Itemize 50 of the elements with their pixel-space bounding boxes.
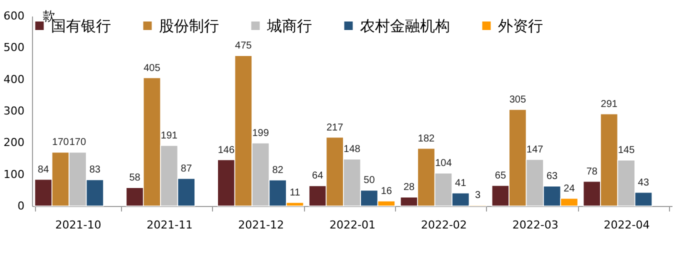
data-label: 3 [475, 190, 482, 202]
legend-label: 城商行 [266, 16, 312, 35]
data-label: 78 [586, 166, 598, 178]
y-tick-label: 400 [4, 72, 24, 86]
data-label: 147 [526, 144, 544, 156]
x-tick-label: 2022-03 [512, 218, 558, 232]
x-tick-label: 2022-04 [604, 218, 650, 232]
data-label: 170 [52, 137, 70, 148]
data-label: 24 [564, 183, 576, 194]
data-label: 146 [218, 144, 235, 156]
data-label: 65 [494, 170, 506, 182]
data-label: 199 [252, 128, 270, 139]
data-label: 84 [38, 164, 50, 176]
data-label: 87 [180, 163, 192, 174]
legend-label: 外资行 [498, 16, 543, 35]
data-label: 83 [89, 164, 101, 176]
data-label: 41 [455, 178, 467, 190]
data-label: 182 [418, 133, 436, 144]
data-label: 217 [326, 122, 344, 134]
legend-label: 农村金融机构 [360, 16, 450, 35]
data-label: 82 [272, 165, 284, 176]
data-label: 191 [160, 130, 178, 142]
data-label: 148 [344, 144, 361, 156]
data-label: 64 [312, 170, 324, 182]
x-tick-label: 2021-10 [55, 218, 102, 232]
y-tick-label: 100 [4, 168, 24, 181]
x-tick-label: 2021-12 [238, 218, 284, 232]
x-tick-label: 2022-02 [420, 218, 467, 232]
data-label: 291 [600, 98, 618, 110]
y-tick-label: 200 [4, 136, 24, 150]
data-label: 405 [144, 62, 161, 74]
data-label: 11 [290, 188, 301, 199]
data-label: 16 [380, 186, 392, 197]
y-tick-label: 300 [4, 104, 24, 118]
x-tick-label: 2022-01 [330, 218, 376, 232]
data-label: 305 [509, 94, 526, 106]
y-tick-label: 0 [18, 200, 24, 212]
data-label: 145 [618, 145, 636, 156]
y-tick-label: 600 [4, 10, 24, 22]
data-label: 63 [546, 171, 558, 182]
data-label: 104 [435, 158, 452, 170]
legend-label: 股份制行 [159, 16, 219, 35]
data-label: 475 [235, 40, 252, 52]
data-label: 58 [129, 172, 141, 184]
data-label: 50 [364, 175, 376, 186]
data-label: 28 [403, 182, 416, 194]
x-tick-label: 2021-11 [146, 218, 193, 232]
data-label: 43 [638, 177, 650, 188]
y-tick-label: 500 [4, 41, 24, 54]
data-label: 170 [69, 137, 86, 148]
